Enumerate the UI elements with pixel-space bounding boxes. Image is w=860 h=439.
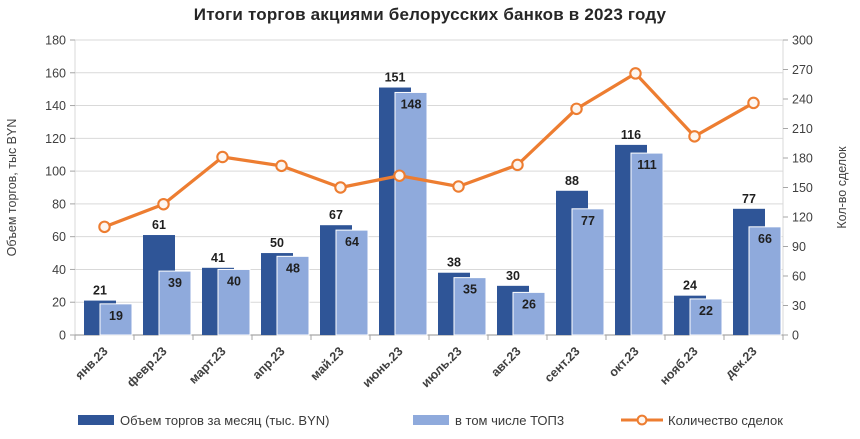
label-top3-сент.23: 77 bbox=[581, 214, 595, 228]
chart-legend: Объем торгов за месяц (тыс. BYN) в том ч… bbox=[0, 410, 860, 432]
legend-item-volume: Объем торгов за месяц (тыс. BYN) bbox=[78, 410, 329, 430]
right-tick-label-300: 300 bbox=[792, 34, 813, 48]
deals-marker-июль.23 bbox=[452, 180, 465, 193]
label-volume-авг.23: 30 bbox=[506, 269, 520, 283]
label-volume-нояб.23: 24 bbox=[683, 279, 697, 293]
x-label-июнь.23: июнь.23 bbox=[360, 344, 406, 390]
legend-item-top3: в том числе ТОП3 bbox=[413, 410, 564, 430]
left-tick-label-0: 0 bbox=[59, 329, 66, 343]
x-label-нояб.23: нояб.23 bbox=[657, 344, 700, 387]
x-label-март.23: март.23 bbox=[186, 344, 228, 386]
label-volume-янв.23: 21 bbox=[93, 284, 107, 298]
left-tick-label-80: 80 bbox=[52, 197, 66, 211]
label-top3-июль.23: 35 bbox=[463, 283, 477, 297]
x-label-май.23: май.23 bbox=[308, 344, 347, 383]
bar-top3-дек.23 bbox=[748, 226, 782, 336]
right-axis-title: Кол-во сделок bbox=[835, 146, 849, 229]
volume-series-swatch bbox=[78, 415, 114, 425]
left-axis-title: Объем торгов, тыс BYN bbox=[5, 119, 19, 257]
left-tick-label-60: 60 bbox=[52, 230, 66, 244]
deals-marker-февр.23 bbox=[157, 197, 170, 211]
bar-top3-март.23 bbox=[217, 268, 251, 336]
left-tick-label-120: 120 bbox=[45, 132, 66, 146]
label-top3-янв.23: 19 bbox=[109, 309, 123, 323]
deals-marker-нояб.23 bbox=[688, 130, 701, 143]
x-label-июль.23: июль.23 bbox=[419, 344, 465, 390]
left-tick-label-100: 100 bbox=[45, 165, 66, 179]
label-top3-февр.23: 39 bbox=[168, 276, 182, 290]
deals-marker-авг.23 bbox=[511, 158, 524, 172]
bar-top3-июль.23 bbox=[453, 277, 487, 336]
deals-marker-сент.23 bbox=[570, 102, 583, 116]
left-tick-label-140: 140 bbox=[45, 99, 66, 113]
deals-series-swatch bbox=[621, 414, 663, 426]
x-label-дек.23: дек.23 bbox=[722, 344, 759, 381]
right-tick-label-120: 120 bbox=[792, 211, 813, 225]
deals-marker-окт.23 bbox=[629, 67, 642, 80]
deals-marker-март.23 bbox=[216, 150, 229, 164]
bar-top3-окт.23 bbox=[630, 152, 664, 336]
x-label-сент.23: сент.23 bbox=[542, 344, 583, 385]
bar-top3-нояб.23 bbox=[689, 298, 723, 336]
bar-top3-сент.23 bbox=[571, 208, 605, 336]
x-label-февр.23: февр.23 bbox=[124, 344, 170, 390]
x-label-окт.23: окт.23 bbox=[606, 344, 642, 380]
deals-marker-май.23 bbox=[334, 181, 347, 194]
deals-marker-июнь.23 bbox=[393, 169, 406, 182]
plot-area: 0 20 40 60 80 100 120 140 160 180 0 30 60 90 120 150 180… bbox=[5, 34, 849, 391]
x-label-авг.23: авг.23 bbox=[488, 344, 523, 379]
label-volume-дек.23: 77 bbox=[742, 192, 756, 206]
right-tick-label-30: 30 bbox=[792, 299, 806, 313]
label-volume-сент.23: 88 bbox=[565, 174, 579, 188]
label-volume-май.23: 67 bbox=[329, 208, 343, 222]
left-tick-label-160: 160 bbox=[45, 66, 66, 80]
label-top3-май.23: 64 bbox=[345, 235, 359, 249]
left-tick-label-40: 40 bbox=[52, 263, 66, 277]
deals-marker-дек.23 bbox=[747, 96, 760, 110]
label-volume-июнь.23: 151 bbox=[385, 71, 406, 85]
label-volume-апр.23: 50 bbox=[270, 236, 284, 250]
legend-label-top3: в том числе ТОП3 bbox=[455, 412, 565, 428]
left-tick-label-20: 20 bbox=[52, 296, 66, 310]
x-label-апр.23: апр.23 bbox=[250, 344, 288, 382]
deals-line bbox=[102, 71, 756, 229]
left-tick-label-180: 180 bbox=[45, 34, 66, 48]
bar-top3-апр.23 bbox=[276, 255, 310, 336]
label-top3-март.23: 40 bbox=[227, 274, 241, 288]
bar-top3-авг.23 bbox=[512, 291, 546, 336]
bar-top3-янв.23 bbox=[99, 303, 133, 336]
bar-top3-май.23 bbox=[335, 229, 369, 336]
right-tick-label-0: 0 bbox=[792, 329, 799, 343]
legend-item-deals: Количество сделок bbox=[620, 410, 783, 430]
label-top3-июнь.23: 148 bbox=[401, 97, 422, 111]
right-tick-label-240: 240 bbox=[792, 93, 813, 107]
label-volume-март.23: 41 bbox=[211, 251, 225, 265]
right-tick-label-60: 60 bbox=[792, 270, 806, 284]
x-label-янв.23: янв.23 bbox=[73, 344, 111, 382]
top3-series-swatch bbox=[413, 415, 449, 425]
label-top3-авг.23: 26 bbox=[522, 297, 536, 311]
right-tick-label-90: 90 bbox=[792, 240, 806, 254]
legend-label-volume: Объем торгов за месяц (тыс. BYN) bbox=[120, 412, 330, 428]
right-tick-label-150: 150 bbox=[792, 181, 813, 195]
chart-title: Итоги торгов акциями белорусских банков … bbox=[193, 5, 667, 24]
right-tick-label-270: 270 bbox=[792, 63, 813, 77]
label-top3-дек.23: 66 bbox=[758, 232, 772, 246]
bar-top3-июнь.23 bbox=[394, 91, 428, 336]
bar-top3-февр.23 bbox=[158, 270, 192, 336]
label-volume-окт.23: 116 bbox=[621, 128, 641, 142]
right-tick-label-180: 180 bbox=[792, 152, 813, 166]
right-tick-label-210: 210 bbox=[792, 122, 813, 136]
label-top3-нояб.23: 22 bbox=[699, 304, 713, 318]
deals-marker-янв.23 bbox=[98, 220, 111, 234]
label-top3-окт.23: 111 bbox=[637, 158, 657, 172]
legend-label-deals: Количество сделок bbox=[668, 412, 783, 428]
label-volume-февр.23: 61 bbox=[152, 218, 166, 232]
deals-marker-апр.23 bbox=[275, 159, 288, 173]
label-top3-апр.23: 48 bbox=[286, 261, 300, 275]
label-volume-июль.23: 38 bbox=[447, 256, 461, 270]
